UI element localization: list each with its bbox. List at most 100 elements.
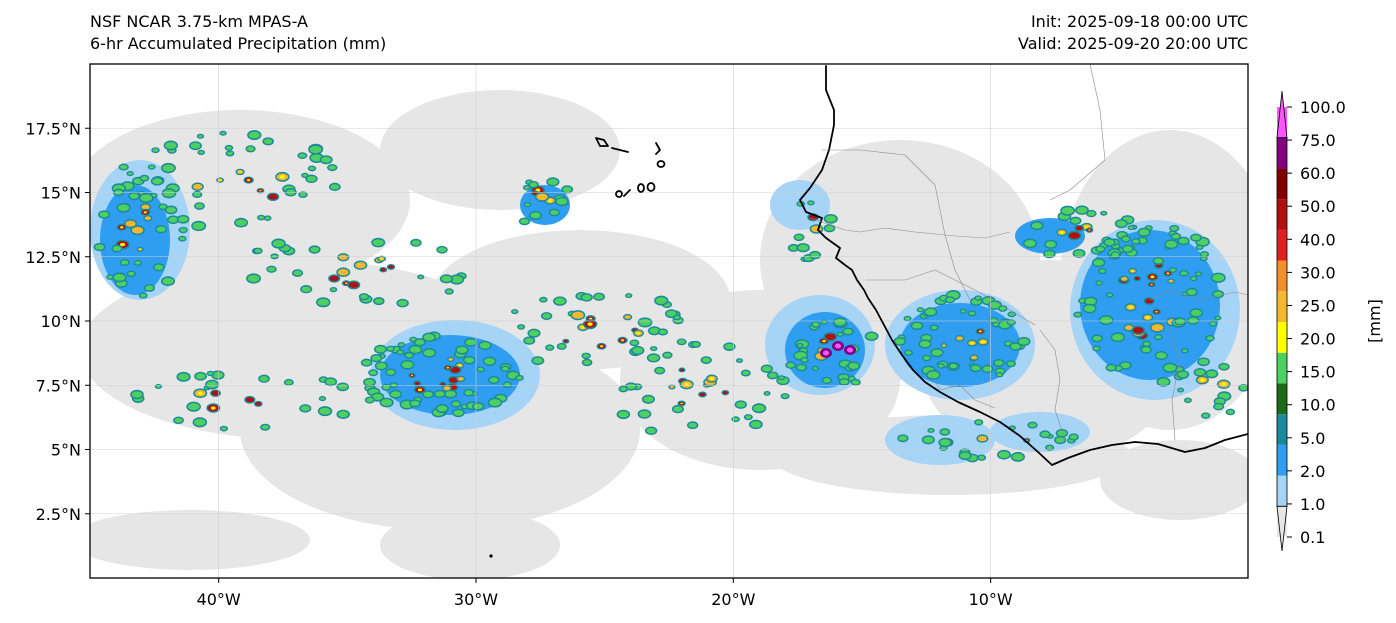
precip-cell-core — [247, 274, 260, 283]
precip-cell-core — [298, 153, 306, 158]
precip-cell-peak — [1131, 270, 1134, 272]
precip-cell-core — [931, 349, 943, 356]
precip-cell-core — [1182, 349, 1188, 353]
precip-cell-core — [156, 226, 166, 232]
precip-cell-core — [149, 165, 155, 169]
precip-cell-core — [969, 311, 975, 316]
precip-cell-peak — [620, 339, 625, 342]
map-geography — [489, 64, 1248, 558]
precip-cell-core — [895, 338, 905, 345]
precip-cell-core — [536, 193, 548, 201]
precip-cell-core — [678, 339, 686, 344]
precip-cell-core — [268, 193, 278, 200]
precip-cell-core — [1197, 245, 1203, 249]
precip-cell-core — [1128, 226, 1134, 229]
precip-cell-core — [398, 343, 404, 347]
precip-cell-core — [1206, 370, 1217, 377]
precip-cell-core — [639, 318, 651, 326]
precip-cell-core — [851, 380, 860, 385]
precip-cell-core — [779, 376, 784, 380]
colorbar-level-label: 5.0 — [1300, 429, 1325, 448]
precip-cell-peak — [1200, 378, 1205, 382]
precip-cell-core — [162, 277, 174, 285]
precip-cell-peak — [120, 242, 126, 247]
precip-cell-core — [1170, 268, 1176, 272]
precip-cell-core — [632, 347, 643, 354]
precip-cell-core — [321, 156, 332, 163]
precip-cell-core — [999, 306, 1007, 311]
precip-cell-peak — [1128, 305, 1133, 309]
precip-cell-core — [440, 382, 445, 386]
precip-cell-peak — [197, 391, 203, 395]
precip-cell-core — [337, 383, 348, 390]
national-border-cote-divoire — [1039, 329, 1066, 441]
lat-tick-label: 17.5°N — [25, 119, 81, 138]
precip-cell-core — [524, 337, 534, 344]
precip-cell-core — [812, 322, 820, 327]
precip-cell-core — [401, 361, 413, 369]
precip-cell-core — [927, 371, 940, 379]
precip-cell-core — [762, 365, 772, 372]
precip-cell-core — [1185, 398, 1191, 402]
precip-cell-core — [446, 289, 453, 294]
precip-cell-core — [518, 325, 524, 329]
precip-cell-core — [374, 298, 384, 304]
title-block: NSF NCAR 3.75-km MPAS-A 6-hr Accumulated… — [90, 11, 386, 55]
precip-cell-core — [923, 436, 934, 443]
colorbar-swatch — [1277, 168, 1287, 200]
precip-cell-core — [1145, 298, 1154, 304]
precip-cell-core — [688, 422, 697, 428]
precip-cell-peak — [1150, 275, 1155, 279]
precip-cell-peak — [446, 366, 450, 369]
precip-cell-peak — [1088, 229, 1091, 231]
precip-cell-core — [825, 215, 837, 223]
precip-cell-core — [801, 358, 808, 362]
precip-cell-core — [372, 239, 384, 246]
precip-cell-core — [371, 355, 381, 361]
precip-cell-core — [722, 391, 728, 395]
precip-cell-core — [581, 294, 592, 301]
precip-cell-core — [369, 370, 377, 375]
precip-cell-core — [1154, 258, 1163, 264]
precip-cell-core — [848, 362, 859, 369]
time-block: Init: 2025-09-18 00:00 UTC Valid: 2025-0… — [1018, 11, 1248, 55]
precip-cell-core — [524, 186, 530, 190]
precip-cell-core — [302, 173, 308, 177]
precip-cell-core — [512, 310, 518, 313]
precip-cell-core — [285, 380, 293, 385]
precip-cell-core — [331, 288, 336, 292]
colorbar-unit-label: [mm] — [1365, 299, 1384, 343]
precip-cell-core — [489, 377, 499, 383]
precip-field — [90, 90, 1248, 578]
precip-cell-core — [120, 164, 128, 170]
precip-cell-core — [107, 275, 113, 279]
precip-cell-core — [387, 347, 394, 351]
precip-cell-core — [319, 407, 331, 415]
precip-cell-core — [381, 399, 393, 406]
precip-cell-core — [259, 376, 269, 382]
precip-cell-core — [921, 335, 931, 341]
precip-cell-core — [529, 182, 538, 187]
precip-cell-peak — [822, 339, 826, 343]
national-border-mali-algeria — [1049, 64, 1106, 201]
precip-cell-core — [905, 350, 912, 355]
precip-cell-core — [180, 228, 187, 232]
precip-cell-core — [489, 399, 501, 407]
precip-cell-core — [338, 254, 348, 260]
precip-cell-core — [528, 330, 540, 337]
precip-cell-core — [925, 308, 936, 316]
precip-cell-core — [441, 275, 452, 282]
precip-cell-peak — [238, 170, 242, 173]
precip-cell-core — [1074, 250, 1085, 257]
precip-cell-core — [212, 371, 224, 379]
precip-cell-core — [1096, 281, 1102, 285]
precip-cell-core — [810, 252, 820, 258]
precip-cell-core — [465, 339, 476, 346]
precip-cell-core — [141, 204, 150, 210]
precip-cell-core — [928, 429, 934, 432]
lon-tick-label: 30°W — [454, 590, 498, 609]
precip-cell-core — [1210, 322, 1216, 326]
precip-cell-core — [1045, 241, 1056, 248]
precip-cell-core — [193, 192, 201, 197]
precip-cell-core — [674, 315, 680, 319]
